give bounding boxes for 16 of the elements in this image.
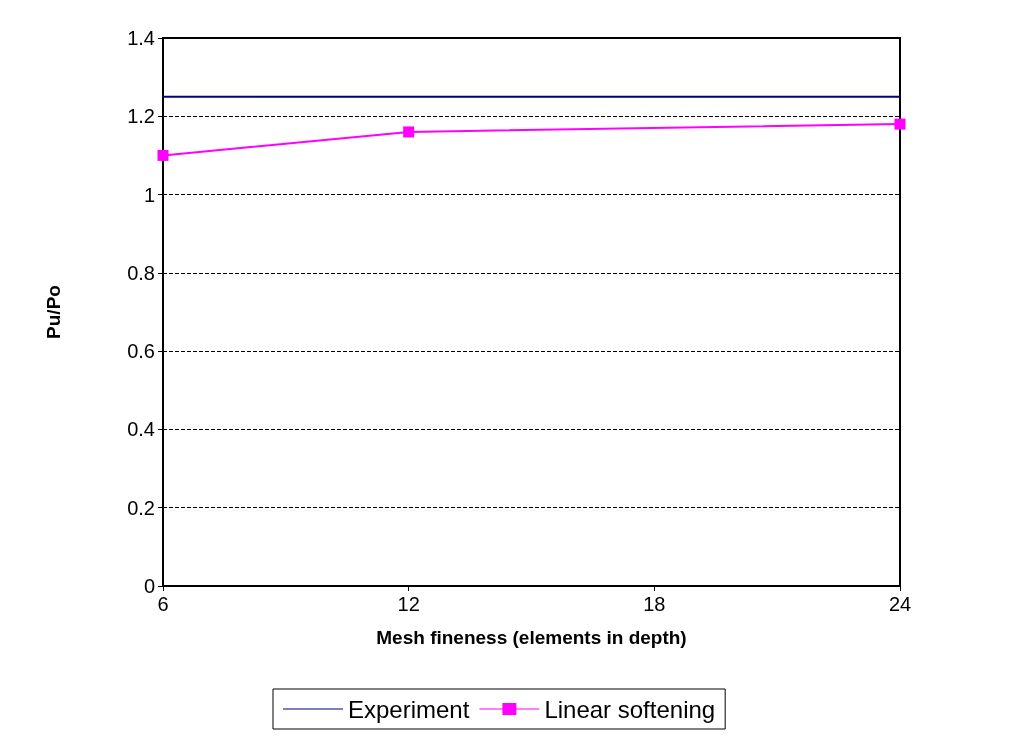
legend-label: Experiment: [348, 695, 470, 723]
y-tick-label: 1: [143, 183, 155, 206]
y-tick-label: 1.4: [127, 27, 155, 49]
x-axis-title: Mesh fineness (elements in depth): [376, 627, 687, 648]
x-tick-label: 6: [157, 593, 169, 615]
y-tick-label: 0.2: [127, 496, 155, 519]
y-tick-label: 0.6: [127, 340, 155, 363]
y-axis-title: Pu/Po: [43, 285, 64, 339]
y-tick-label: 0.8: [127, 261, 155, 284]
y-tick-label: 0: [143, 575, 155, 597]
y-tick-label: 1.2: [127, 105, 155, 128]
x-tick-label: 24: [888, 593, 912, 615]
x-tick-label: 18: [643, 593, 666, 615]
x-tick-label: 12: [397, 593, 420, 615]
legend-label: Linear softening: [544, 695, 716, 723]
y-tick-label: 0.4: [127, 418, 155, 441]
